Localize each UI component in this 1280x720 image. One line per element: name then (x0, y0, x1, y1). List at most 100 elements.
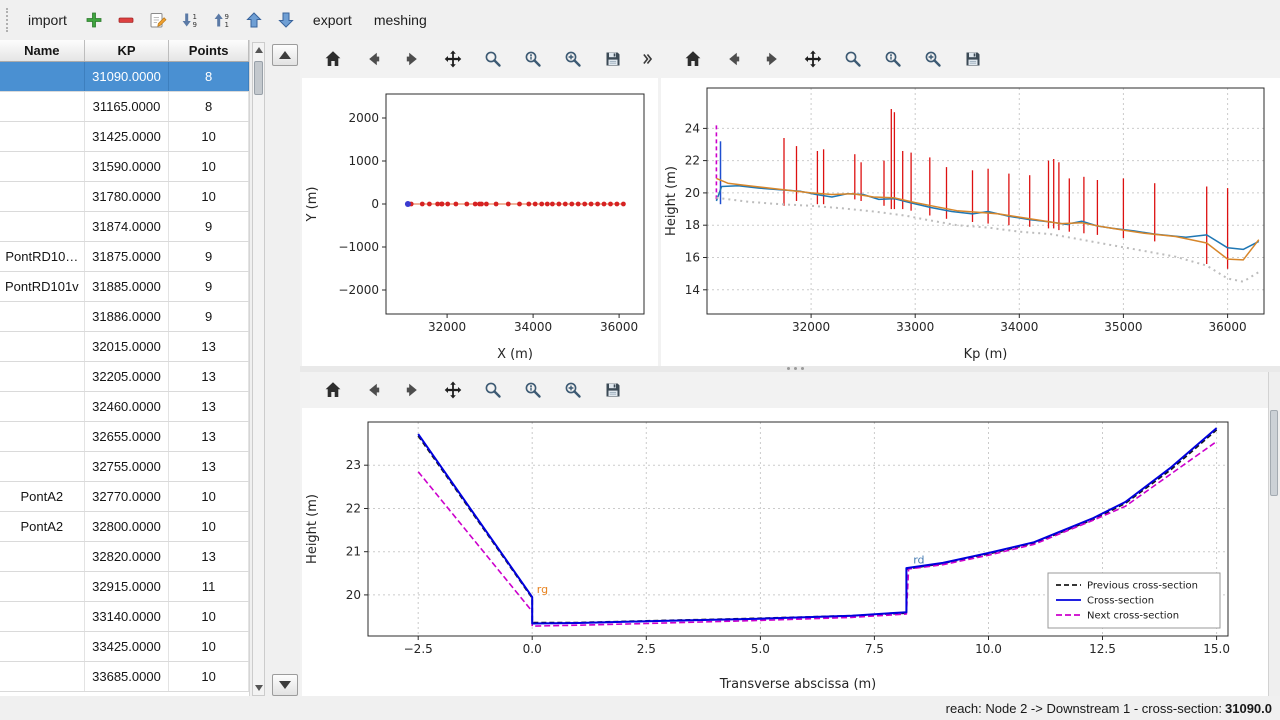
svg-text:22: 22 (685, 154, 700, 168)
table-row[interactable]: 32915.0000 11 (0, 572, 249, 602)
save-icon (966, 52, 980, 66)
zoom-button[interactable] (476, 44, 510, 74)
zoom-config-button[interactable] (516, 44, 550, 74)
header-name[interactable]: Name (0, 40, 85, 61)
toolbar-drag-handle[interactable] (6, 8, 12, 32)
scrollbar-thumb[interactable] (254, 61, 263, 95)
zoom-button[interactable] (476, 375, 510, 405)
cell-name (0, 422, 85, 451)
svg-text:Y (m): Y (m) (305, 187, 320, 223)
table-row[interactable]: 31425.0000 10 (0, 122, 249, 152)
scroll-page-down-button[interactable] (272, 674, 298, 696)
table-row[interactable]: 31780.0000 10 (0, 182, 249, 212)
edit-button[interactable] (143, 5, 173, 35)
table-row[interactable]: PontRD101v 31885.0000 9 (0, 272, 249, 302)
cross-section-plot-toolbar (302, 372, 942, 408)
zoom-config-button[interactable] (516, 375, 550, 405)
plan-view-chart[interactable]: 32000 34000 36000 −2000 −1000 0 1000 2000 X (m) Y… (302, 78, 658, 366)
scrollbar-down-icon[interactable] (255, 685, 263, 691)
table-body: 31090.0000 8 31165.0000 8 31425.0000 10 31590.… (0, 62, 249, 692)
table-row[interactable]: 32655.0000 13 (0, 422, 249, 452)
zoom-button[interactable] (836, 44, 870, 74)
zoom-rect-button[interactable] (556, 44, 590, 74)
table-row[interactable]: PontRD10… 31875.0000 9 (0, 242, 249, 272)
table-row[interactable]: 32205.0000 13 (0, 362, 249, 392)
table-row[interactable]: 31874.0000 9 (0, 212, 249, 242)
import-button[interactable]: import (28, 12, 67, 28)
zoom-rect-button[interactable] (556, 375, 590, 405)
back-button[interactable] (356, 44, 390, 74)
cross-section-scrollbar-thumb[interactable] (1270, 410, 1278, 496)
save-button[interactable] (956, 44, 990, 74)
main-toolbar: import 1 9 9 1 export meshing (0, 0, 1280, 40)
profile-plot-toolbar (662, 40, 1272, 78)
cell-name (0, 602, 85, 631)
table-row[interactable]: 32460.0000 13 (0, 392, 249, 422)
add-button[interactable] (79, 5, 109, 35)
cell-name (0, 302, 85, 331)
horizontal-splitter[interactable] (300, 366, 1280, 372)
meshing-button[interactable]: meshing (373, 12, 427, 28)
forward-button[interactable] (396, 375, 430, 405)
cell-points: 13 (169, 452, 249, 481)
home-button[interactable] (316, 375, 350, 405)
forward-button[interactable] (396, 44, 430, 74)
cross-section-chart[interactable]: −2.5 0.0 2.5 5.0 7.5 10.0 12.5 15.0 20 21 22 23 Tran… (302, 408, 1268, 696)
table-row[interactable]: PontA2 32770.0000 10 (0, 482, 249, 512)
forward-button[interactable] (756, 44, 790, 74)
table-row[interactable]: 31886.0000 9 (0, 302, 249, 332)
move-up-button[interactable] (239, 5, 269, 35)
table-row[interactable]: PontA2 32800.0000 10 (0, 512, 249, 542)
remove-button[interactable] (111, 5, 141, 35)
save-button[interactable] (596, 44, 630, 74)
table-row[interactable]: 33140.0000 10 (0, 602, 249, 632)
cell-name (0, 662, 85, 691)
home-button[interactable] (316, 44, 350, 74)
cell-kp: 32205.0000 (85, 362, 170, 391)
cell-kp: 33140.0000 (85, 602, 170, 631)
back-button[interactable] (356, 375, 390, 405)
move-down-button[interactable] (271, 5, 301, 35)
table-row[interactable]: 33685.0000 10 (0, 662, 249, 692)
table-row[interactable]: 31090.0000 8 (0, 62, 249, 92)
header-kp[interactable]: KP (85, 40, 170, 61)
longitudinal-profile-chart[interactable]: 32000 33000 34000 35000 36000 14 16 18 20 22 24 Kp … (661, 78, 1280, 366)
cross-section-scrollbar[interactable] (1268, 372, 1280, 696)
table-scrollbar[interactable] (252, 42, 265, 696)
export-button[interactable]: export (312, 12, 352, 28)
scrollbar-up-icon[interactable] (255, 47, 263, 53)
cell-points: 8 (169, 62, 249, 91)
header-points[interactable]: Points (169, 40, 249, 61)
back-button[interactable] (716, 44, 750, 74)
forward-icon (406, 52, 417, 66)
toolbar-overflow-button[interactable] (638, 44, 656, 74)
save-button[interactable] (596, 375, 630, 405)
table-row[interactable]: 32820.0000 13 (0, 542, 249, 572)
sort-asc-icon: 91 (214, 13, 229, 29)
cell-points: 10 (169, 512, 249, 541)
svg-text:1000: 1000 (348, 154, 379, 168)
scroll-page-up-button[interactable] (272, 44, 298, 66)
table-row[interactable]: 31165.0000 8 (0, 92, 249, 122)
cell-points: 10 (169, 152, 249, 181)
svg-text:36000: 36000 (1209, 320, 1247, 334)
zoom-config-button[interactable] (876, 44, 910, 74)
zoom-rect-button[interactable] (916, 44, 950, 74)
pan-button[interactable] (436, 44, 470, 74)
pan-icon (444, 50, 462, 68)
pan-button[interactable] (796, 44, 830, 74)
table-row[interactable]: 31590.0000 10 (0, 152, 249, 182)
cell-points: 10 (169, 182, 249, 211)
table-row[interactable]: 32755.0000 13 (0, 452, 249, 482)
cell-kp: 31874.0000 (85, 212, 170, 241)
home-button[interactable] (676, 44, 710, 74)
cell-name (0, 452, 85, 481)
table-row[interactable]: 32015.0000 13 (0, 332, 249, 362)
pan-button[interactable] (436, 375, 470, 405)
cell-kp: 33685.0000 (85, 662, 170, 691)
table-row[interactable]: 33425.0000 10 (0, 632, 249, 662)
cell-name: PontA2 (0, 482, 85, 511)
svg-text:10.0: 10.0 (975, 642, 1002, 656)
